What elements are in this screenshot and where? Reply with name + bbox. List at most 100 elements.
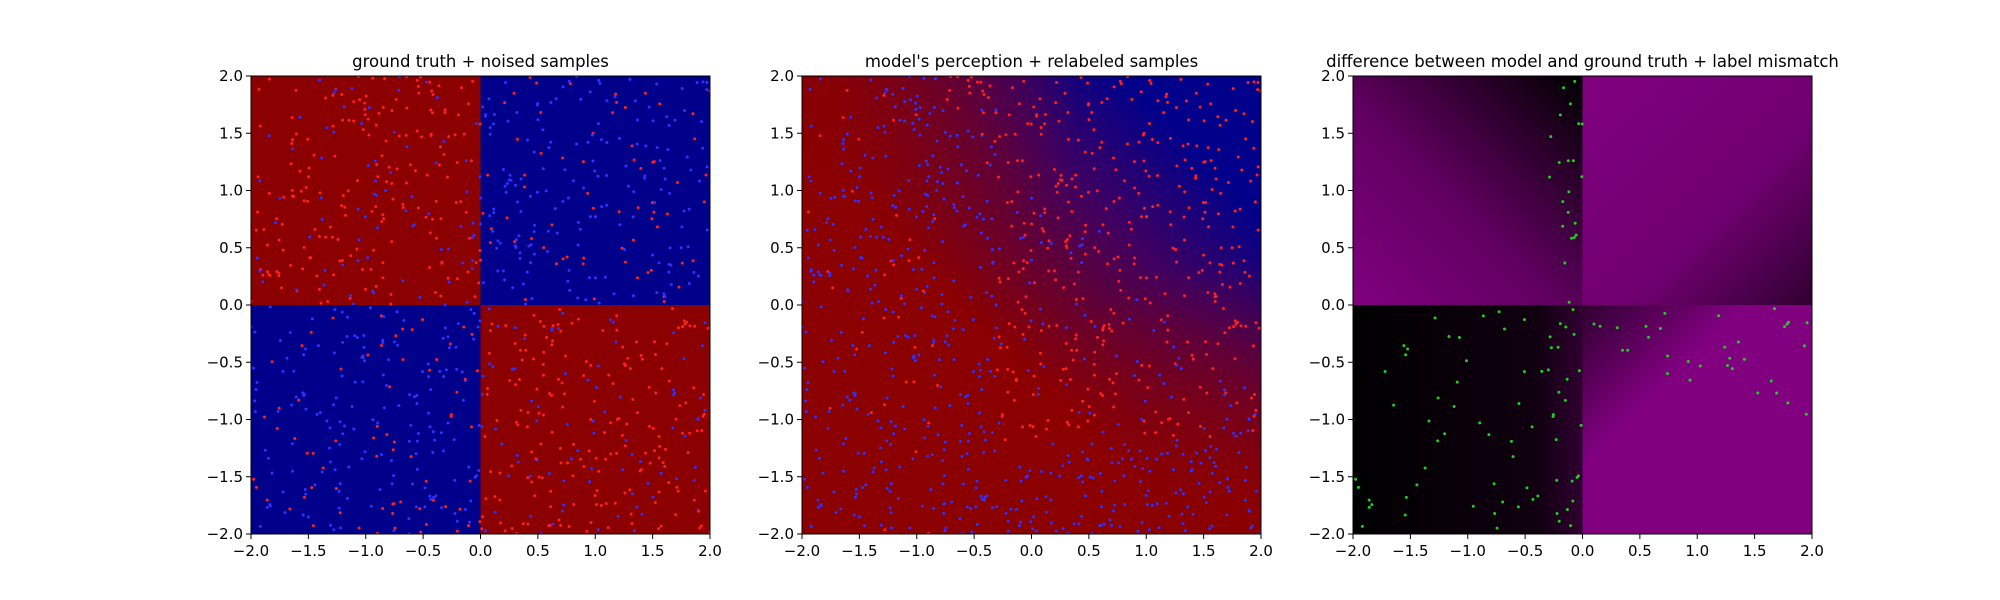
region-top-right [480, 76, 710, 305]
scatter-point [928, 111, 932, 115]
scatter-point [523, 333, 527, 337]
scatter-point [960, 423, 964, 427]
scatter-point [1208, 490, 1212, 494]
scatter-point [1042, 122, 1046, 126]
scatter-point [1252, 146, 1256, 150]
scatter-point [1244, 137, 1248, 141]
scatter-point [826, 426, 830, 430]
scatter-point [1567, 300, 1571, 304]
scatter-point [636, 118, 640, 122]
scatter-point [1068, 234, 1072, 238]
scatter-point [674, 417, 678, 421]
scatter-point [308, 235, 312, 239]
scatter-point [361, 128, 365, 132]
y-tick-label: 2.0 [1321, 67, 1345, 85]
scatter-point [1095, 189, 1099, 193]
scatter-point [519, 348, 523, 352]
scatter-point [557, 518, 561, 522]
x-tick-label: −0.5 [956, 542, 992, 560]
scatter-point [1061, 367, 1065, 371]
scatter-point [277, 406, 281, 410]
scatter-point [439, 248, 443, 252]
scatter-point [587, 449, 591, 453]
scatter-point [1029, 122, 1033, 126]
scatter-point [1209, 444, 1213, 448]
scatter-point [307, 175, 311, 179]
scatter-point [994, 108, 998, 112]
scatter-point [1127, 296, 1131, 300]
scatter-point [1077, 411, 1081, 415]
scatter-point [460, 86, 464, 90]
scatter-point [504, 81, 508, 85]
scatter-point [1146, 385, 1150, 389]
scatter-point [539, 151, 543, 155]
scatter-point [611, 320, 615, 324]
scatter-point [636, 206, 640, 210]
scatter-point [967, 432, 971, 436]
scatter-point [896, 334, 900, 338]
scatter-point [459, 200, 463, 204]
scatter-point [413, 395, 417, 399]
scatter-point [682, 357, 686, 361]
scatter-point [663, 464, 667, 468]
scatter-point [328, 426, 332, 430]
scatter-point [998, 346, 1002, 350]
scatter-point [1087, 405, 1091, 409]
scatter-point [1166, 314, 1170, 318]
scatter-point [469, 499, 473, 503]
scatter-point [844, 437, 848, 441]
scatter-point [519, 408, 523, 412]
scatter-point [1183, 158, 1187, 162]
x-tick-label: 0.5 [526, 542, 550, 560]
scatter-point [491, 122, 495, 126]
scatter-point [1003, 438, 1007, 442]
scatter-point [889, 259, 893, 263]
scatter-point [879, 446, 883, 450]
scatter-point [962, 482, 966, 486]
scatter-point [1013, 132, 1017, 136]
scatter-point [1213, 299, 1217, 303]
scatter-point [816, 498, 820, 502]
scatter-point [588, 480, 592, 484]
scatter-point [997, 335, 1001, 339]
scatter-point [933, 217, 937, 221]
x-tick-label: 1.0 [1134, 542, 1158, 560]
scatter-point [325, 419, 329, 423]
scatter-point [541, 413, 545, 417]
scatter-point [1100, 100, 1104, 104]
scatter-point [984, 438, 988, 442]
scatter-point [941, 109, 945, 113]
scatter-point [338, 259, 342, 263]
scatter-point [380, 343, 384, 347]
scatter-point [1176, 422, 1180, 426]
scatter-point [490, 322, 494, 326]
scatter-point [659, 471, 663, 475]
scatter-point [550, 326, 554, 330]
scatter-point [866, 274, 870, 278]
scatter-point [416, 84, 420, 88]
scatter-point [1029, 175, 1033, 179]
scatter-point [930, 314, 934, 318]
scatter-point [993, 153, 997, 157]
scatter-point [1123, 442, 1127, 446]
scatter-point [571, 179, 575, 183]
scatter-point [673, 118, 677, 122]
scatter-point [633, 99, 637, 103]
scatter-point [1206, 82, 1210, 86]
scatter-point [308, 256, 312, 260]
scatter-point [548, 392, 552, 396]
scatter-point [871, 470, 875, 474]
scatter-point [980, 497, 984, 501]
scatter-point [1112, 85, 1116, 89]
scatter-point [1187, 276, 1191, 280]
y-tick-label: 1.0 [770, 182, 794, 200]
scatter-point [1112, 200, 1116, 204]
scatter-point [986, 96, 990, 100]
scatter-point [1730, 367, 1734, 371]
heatmap-background [251, 76, 710, 534]
scatter-point [1566, 159, 1570, 163]
scatter-point [1256, 228, 1260, 232]
scatter-point [879, 225, 883, 229]
scatter-point [567, 524, 571, 528]
scatter-point [1072, 522, 1076, 526]
